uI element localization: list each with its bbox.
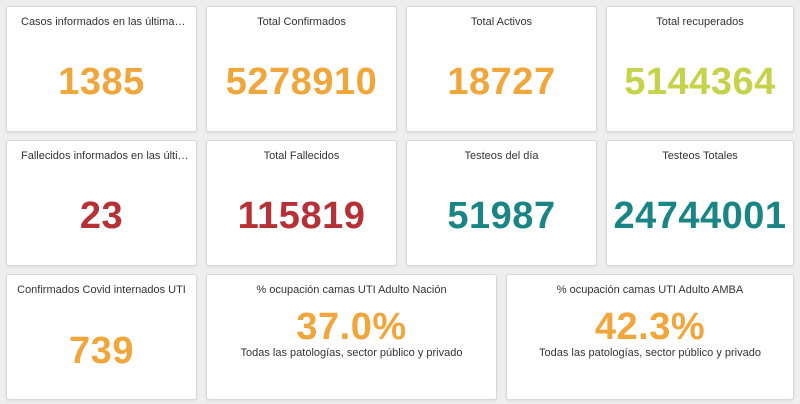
- card-total-confirmados: Total Confirmados 5278910: [206, 6, 397, 132]
- card-subtitle: Todas las patologías, sector público y p…: [240, 347, 463, 359]
- card-title: Total Confirmados: [257, 16, 346, 28]
- card-total-fallecidos: Total Fallecidos 115819: [206, 140, 397, 266]
- card-ocupacion-amba: % ocupación camas UTI Adulto AMBA 42.3% …: [506, 274, 794, 400]
- card-title: Testeos del día: [464, 150, 539, 162]
- card-value: 5144364: [624, 61, 776, 103]
- card-value: 51987: [447, 195, 556, 237]
- card-value: 42.3%: [594, 306, 706, 348]
- card-title: % ocupación camas UTI Adulto Nación: [256, 284, 447, 296]
- card-value: 37.0%: [296, 306, 407, 348]
- card-value: 1385: [58, 61, 145, 103]
- card-total-activos: Total Activos 18727: [406, 6, 597, 132]
- card-subtitle: Todas las patologías, sector público y p…: [539, 347, 761, 359]
- card-value: 5278910: [225, 61, 378, 103]
- card-testeos-dia: Testeos del día 51987: [406, 140, 597, 266]
- card-title: % ocupación camas UTI Adulto AMBA: [556, 284, 744, 296]
- card-value: 739: [69, 330, 134, 372]
- card-title: Fallecidos informados en las últimas 24 …: [21, 150, 190, 162]
- card-casos-24h: Casos informados en las últimas 24 horas…: [6, 6, 197, 132]
- card-total-recuperados: Total recuperados 5144364: [606, 6, 794, 132]
- card-title: Testeos Totales: [662, 150, 738, 162]
- card-internados-uti: Confirmados Covid internados UTI 739: [6, 274, 197, 400]
- card-value: 18727: [447, 61, 556, 103]
- card-value: 23: [79, 195, 124, 237]
- card-value: 115819: [237, 195, 366, 237]
- card-testeos-totales: Testeos Totales 24744001: [606, 140, 794, 266]
- card-title: Total Activos: [470, 16, 533, 28]
- card-title: Total Fallecidos: [263, 150, 340, 162]
- card-value: 24744001: [613, 195, 787, 237]
- card-title: Confirmados Covid internados UTI: [17, 284, 186, 296]
- card-title: Total recuperados: [656, 16, 744, 28]
- card-fallecidos-24h: Fallecidos informados en las últimas 24 …: [6, 140, 197, 266]
- card-ocupacion-nacion: % ocupación camas UTI Adulto Nación 37.0…: [206, 274, 497, 400]
- card-title: Casos informados en las últimas 24 horas: [21, 16, 190, 28]
